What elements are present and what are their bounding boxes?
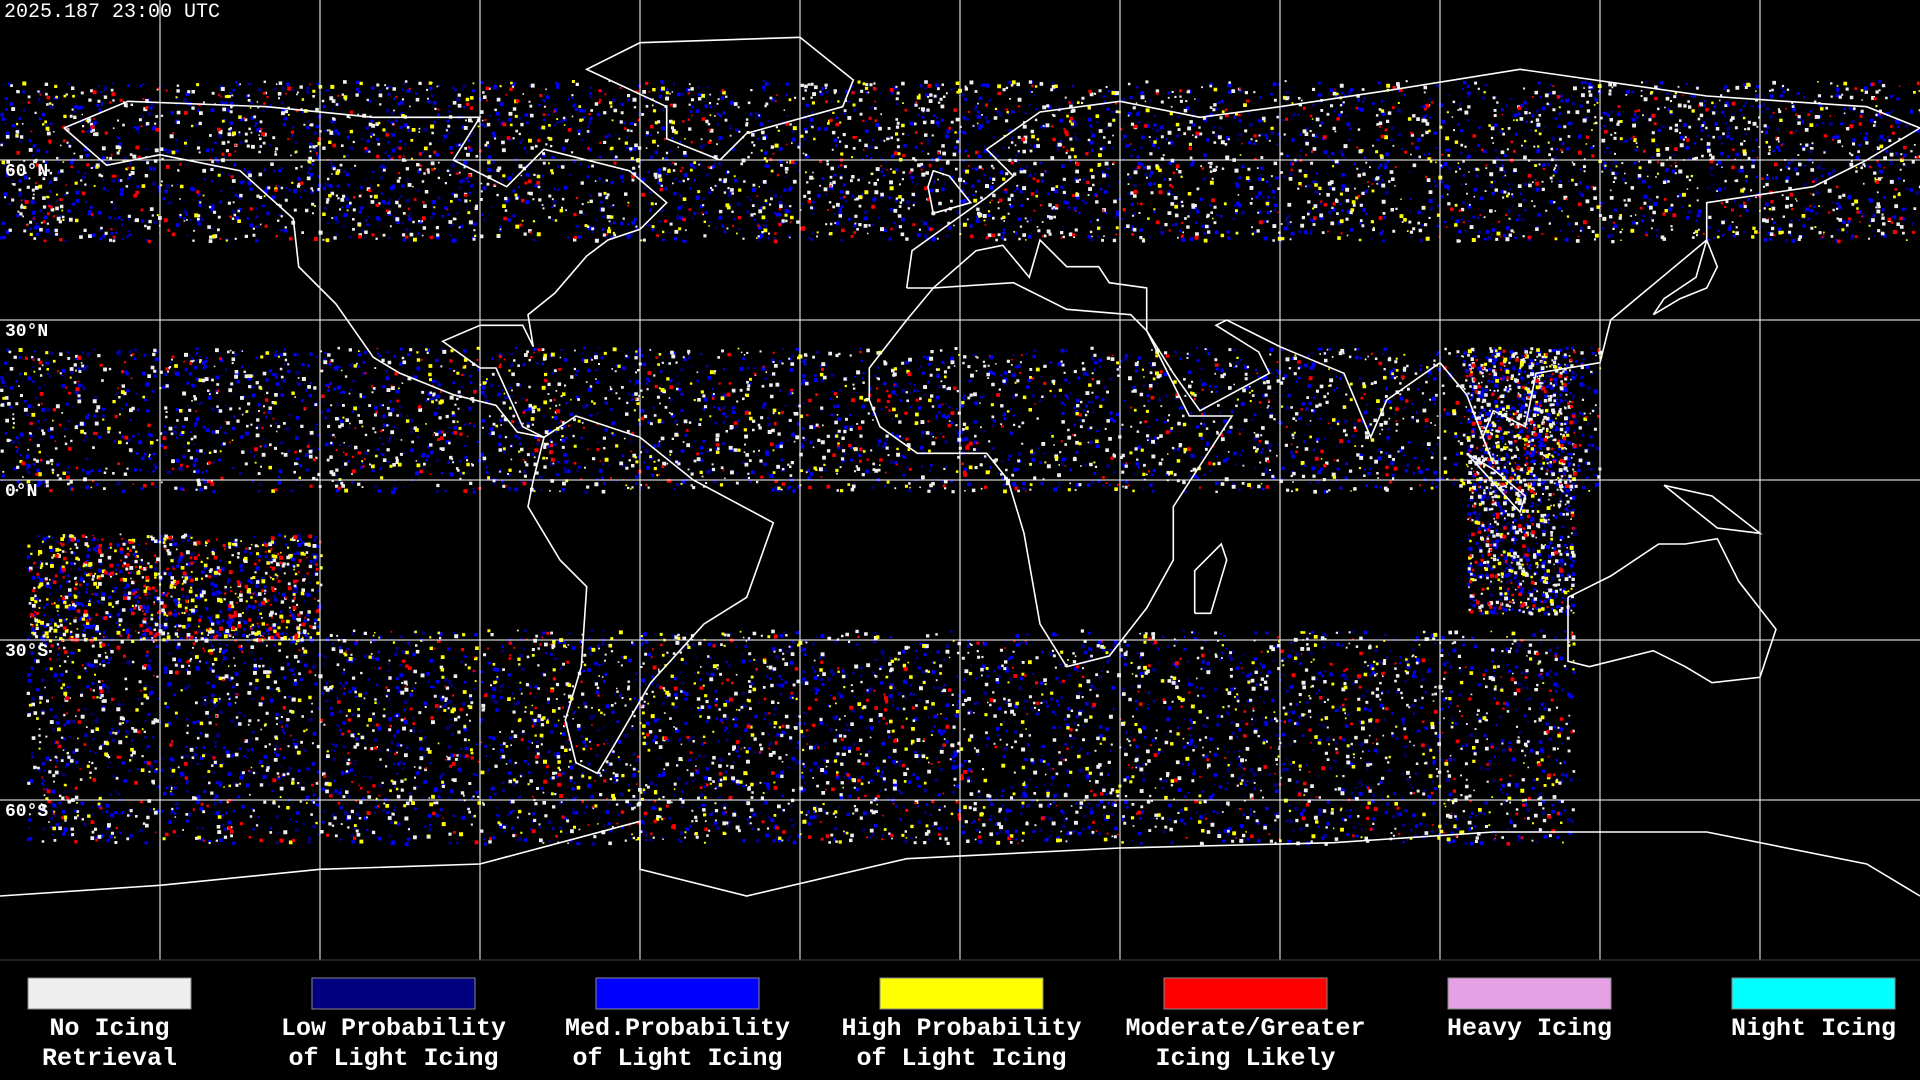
legend-swatch	[311, 977, 476, 1010]
legend-label: of Light Icing	[288, 1044, 498, 1073]
latitude-label: 60°N	[5, 162, 48, 182]
legend-label: No Icing	[49, 1014, 169, 1043]
legend-swatch	[879, 977, 1044, 1010]
graticule	[0, 0, 1920, 960]
coastline	[1466, 452, 1527, 514]
coastline	[868, 281, 1234, 668]
coastline	[905, 68, 1920, 465]
legend-swatch	[1447, 977, 1612, 1010]
legend-swatch	[595, 977, 760, 1010]
icing-speckle	[1, 80, 1920, 845]
latitude-label: 30°N	[5, 322, 48, 342]
legend-swatch	[27, 977, 192, 1010]
latitude-label: 60°S	[5, 802, 48, 822]
coastline	[527, 415, 775, 775]
coastline	[584, 36, 855, 161]
timestamp: 2025.187 23:00 UTC	[4, 1, 220, 24]
legend-label: Heavy Icing	[1447, 1014, 1612, 1043]
icing-pixels	[0, 80, 1920, 847]
legend-swatch	[1163, 977, 1328, 1010]
legend-label: of Light Icing	[572, 1044, 782, 1073]
coastline	[1652, 237, 1719, 316]
legend-label: Moderate/Greater	[1125, 1014, 1365, 1043]
legend-label: Low Probability	[281, 1014, 506, 1043]
legend-label: High Probability	[841, 1014, 1081, 1043]
coastline	[1193, 542, 1228, 615]
legend-label: Med.Probability	[565, 1014, 790, 1043]
coastline	[0, 820, 1920, 897]
legend-label: Icing Likely	[1155, 1044, 1335, 1073]
coastlines	[0, 36, 1920, 897]
latitude-label: 30°S	[5, 642, 48, 662]
legend-label: of Light Icing	[856, 1044, 1066, 1073]
latitude-label: 0°N	[5, 482, 37, 502]
legend-label: Retrieval	[42, 1044, 177, 1073]
legend-swatch	[1731, 977, 1896, 1010]
legend-label: Night Icing	[1731, 1014, 1896, 1043]
coastline	[927, 169, 973, 215]
icing-speckle	[0, 80, 1920, 847]
latitude-labels: 60°N 30°N 0°N 30°S 60°S	[5, 162, 48, 822]
